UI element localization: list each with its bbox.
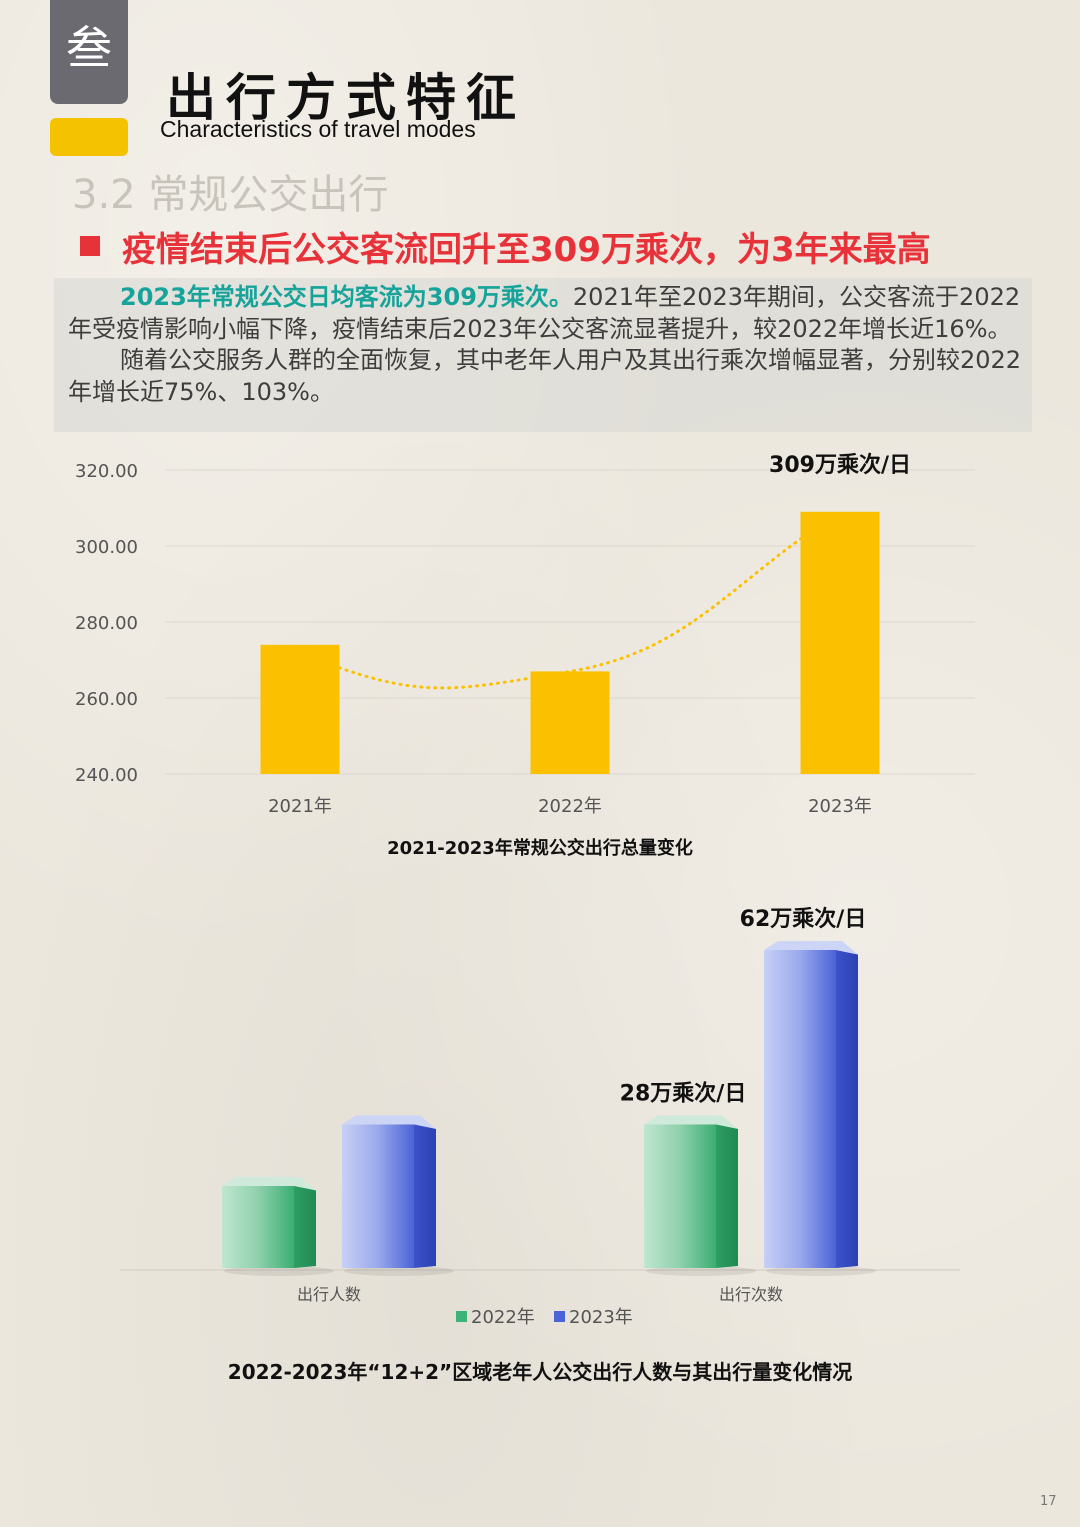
bar-top-face: [644, 1115, 738, 1129]
page-number: 17: [1040, 1494, 1057, 1509]
subsection-title: 3.2 常规公交出行: [72, 172, 389, 218]
bar-side-face: [716, 1124, 738, 1268]
bar-front-face: [342, 1124, 414, 1268]
bar-front-face: [222, 1185, 294, 1268]
bar-2023年: [342, 1115, 454, 1276]
data-label: 28万乘次/日: [620, 1080, 747, 1106]
legend-swatch: [456, 1311, 467, 1322]
legend-label: 2022年: [471, 1307, 535, 1328]
chapter-badge: 叁: [50, 0, 128, 104]
bar-shadow: [646, 1266, 756, 1276]
bar-top-face: [222, 1176, 316, 1191]
bus-ridership-chart: 240.00 260.00 280.00 300.00 320.00 2021年 2022年…: [75, 452, 975, 817]
y-tick-label: 320.00: [75, 461, 138, 482]
bar-side-face: [294, 1185, 316, 1268]
legend-swatch: [554, 1311, 565, 1322]
legend-label: 2023年: [569, 1307, 633, 1328]
bar-front-face: [764, 949, 836, 1268]
bar-side-face: [414, 1124, 436, 1268]
y-tick-label: 240.00: [75, 765, 138, 786]
elderly-ridership-chart: 出行人数 出行次数 28万乘次/日 62万乘次/日 2022年 2023年: [120, 906, 960, 1328]
x-tick-label: 2021年: [268, 796, 332, 817]
bar-side-face: [836, 949, 858, 1268]
section-title-english: Characteristics of travel modes: [160, 116, 476, 142]
x-tick-label: 出行次数: [719, 1285, 783, 1304]
chart1-title: 2021-2023年常规公交出行总量变化: [387, 838, 693, 859]
chart2-title: 2022-2023年“12+2”区域老年人公交出行人数与其出行量变化情况: [227, 1360, 853, 1384]
y-tick-label: 300.00: [75, 537, 138, 558]
chapter-accent-bar: [50, 118, 128, 156]
headline: 疫情结束后公交客流回升至309万乘次，为3年来最高: [122, 230, 931, 270]
bar-shadow: [766, 1266, 876, 1276]
bar: [800, 511, 880, 774]
bar-top-face: [764, 940, 858, 955]
y-tick-label: 280.00: [75, 613, 138, 634]
section-title: 出行方式特征: [166, 68, 526, 127]
x-tick-label: 2023年: [808, 796, 872, 817]
bar-shadow: [224, 1266, 334, 1276]
bar-top-face: [342, 1115, 436, 1129]
headline-bullet-icon: [80, 236, 100, 256]
trend-line: [298, 510, 842, 690]
summary-para2: 随着公交服务人群的全面恢复，其中老年人用户及其出行乘次增幅显著，分别较2022年…: [68, 346, 1022, 406]
bar-2022年: [222, 1176, 334, 1276]
summary-highlight: 2023年常规公交日均客流为309万乘次。: [120, 283, 573, 311]
x-tick-label: 2022年: [538, 796, 602, 817]
bar-shadow: [344, 1266, 454, 1276]
summary-text: 2023年常规公交日均客流为309万乘次。2021年至2023年期间，公交客流于…: [68, 282, 1028, 408]
summary-box: 2023年常规公交日均客流为309万乘次。2021年至2023年期间，公交客流于…: [54, 278, 1032, 432]
summary-para1: 2021年至2023年期间，公交客流于2022年受疫情影响小幅下降，疫情结束后2…: [68, 283, 1021, 343]
bar-2022年: [644, 1115, 756, 1276]
bar-front-face: [644, 1124, 716, 1268]
x-tick-label: 出行人数: [297, 1285, 361, 1304]
y-tick-label: 260.00: [75, 689, 138, 710]
bar: [260, 644, 340, 774]
bar-2023年: [764, 940, 876, 1276]
data-label: 309万乘次/日: [769, 452, 911, 478]
bar: [530, 671, 610, 774]
data-label: 62万乘次/日: [740, 906, 867, 932]
